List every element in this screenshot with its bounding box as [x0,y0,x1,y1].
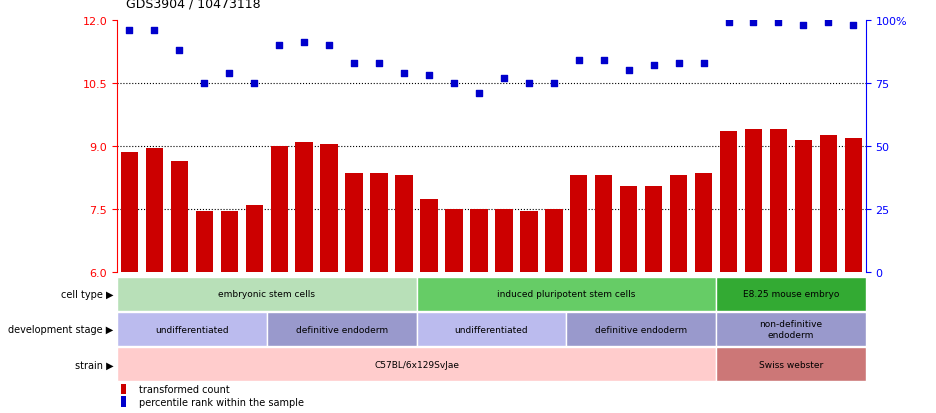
Point [197,80,212,87]
Point [322,43,337,49]
Bar [221,212,238,413]
Bar [345,174,363,413]
Point [821,20,836,26]
Text: Swiss webster: Swiss webster [759,360,823,369]
Bar [320,145,338,413]
Point [646,63,661,69]
Point [346,60,361,67]
Bar [271,147,288,413]
Bar [395,176,413,413]
Bar [117,278,417,311]
Point [446,80,461,87]
Bar [566,313,716,346]
Bar [417,278,716,311]
Text: undifferentiated: undifferentiated [455,325,528,334]
Text: GDS3904 / 10473118: GDS3904 / 10473118 [126,0,261,10]
Bar [470,210,488,413]
Text: definitive endoderm: definitive endoderm [595,325,687,334]
Text: embryonic stem cells: embryonic stem cells [218,290,315,299]
Text: non-definitive
endoderm: non-definitive endoderm [759,320,823,339]
Text: transformed count: transformed count [139,385,230,394]
Bar [595,176,612,413]
Bar [645,187,663,413]
Text: undifferentiated: undifferentiated [155,325,228,334]
Point [172,47,187,54]
Bar [296,142,313,413]
Bar [820,136,837,413]
Bar [769,130,787,413]
Bar [117,313,267,346]
Point [271,43,286,49]
Bar [245,205,263,413]
Bar [716,278,866,311]
Bar [170,161,188,413]
Bar [121,396,126,407]
Point [147,27,162,34]
Point [421,73,436,79]
Point [397,70,412,77]
Bar [520,212,537,413]
Point [671,60,686,67]
Text: strain ▶: strain ▶ [75,359,113,370]
Point [496,75,511,82]
Text: definitive endoderm: definitive endoderm [296,325,388,334]
Point [746,20,761,26]
Point [472,90,487,97]
Bar [196,212,213,413]
Point [622,68,636,74]
Point [222,70,237,77]
Bar [695,174,712,413]
Bar [371,174,388,413]
Text: E8.25 mouse embryo: E8.25 mouse embryo [743,290,839,299]
Point [771,20,786,26]
Bar [716,348,866,381]
Bar [146,149,163,413]
Point [122,27,137,34]
Bar [121,153,139,413]
Point [721,20,736,26]
Bar [620,187,637,413]
Text: development stage ▶: development stage ▶ [8,324,113,335]
Bar [417,313,566,346]
Point [372,60,387,67]
Point [547,80,562,87]
Bar [745,130,762,413]
Point [596,58,611,64]
Text: induced pluripotent stem cells: induced pluripotent stem cells [497,290,636,299]
Point [521,80,536,87]
Bar [570,176,588,413]
Point [796,22,811,29]
Text: C57BL/6x129SvJae: C57BL/6x129SvJae [374,360,459,369]
Bar [720,132,738,413]
Bar [670,176,687,413]
Bar [420,199,438,413]
Bar [495,210,513,413]
Point [297,40,312,47]
Bar [844,138,862,413]
Bar [121,384,126,394]
Text: cell type ▶: cell type ▶ [61,289,113,299]
Bar [716,313,866,346]
Point [846,22,861,29]
Point [696,60,711,67]
Bar [545,210,563,413]
Point [571,58,586,64]
Text: percentile rank within the sample: percentile rank within the sample [139,397,304,407]
Point [247,80,262,87]
Bar [795,140,812,413]
Bar [446,210,462,413]
Bar [117,348,716,381]
Bar [267,313,417,346]
